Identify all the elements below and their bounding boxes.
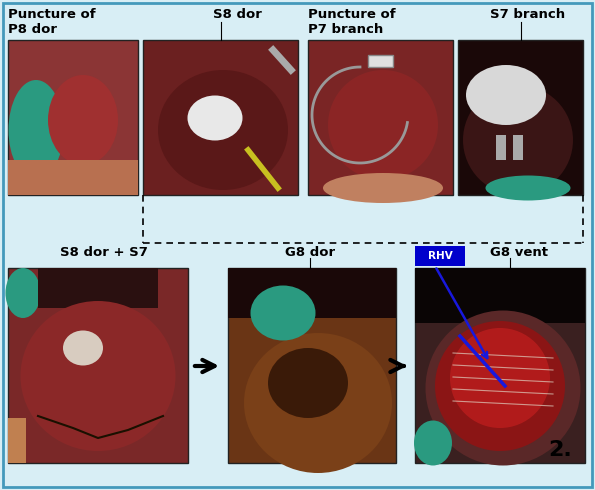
Bar <box>415 246 465 266</box>
Text: G8 dor: G8 dor <box>285 246 335 259</box>
Text: S8 dor + S7: S8 dor + S7 <box>60 246 148 259</box>
Bar <box>8 160 138 195</box>
Text: RHV: RHV <box>428 251 452 261</box>
Bar <box>496 135 506 160</box>
Bar <box>415 268 585 323</box>
Bar <box>8 418 26 463</box>
Bar <box>228 268 396 318</box>
Text: S7 branch: S7 branch <box>490 8 565 21</box>
Ellipse shape <box>425 311 581 466</box>
Bar <box>8 268 188 463</box>
Bar <box>143 40 298 195</box>
Ellipse shape <box>244 333 392 473</box>
Bar <box>8 40 138 195</box>
Bar <box>228 268 396 463</box>
Text: Puncture of
P8 dor: Puncture of P8 dor <box>8 8 96 36</box>
Text: S8 dor: S8 dor <box>213 8 262 21</box>
Bar <box>415 268 585 463</box>
Ellipse shape <box>48 75 118 165</box>
Ellipse shape <box>250 286 315 341</box>
Text: 2.: 2. <box>548 440 572 460</box>
Ellipse shape <box>8 80 64 180</box>
Bar <box>38 268 158 308</box>
Bar <box>368 55 393 67</box>
Ellipse shape <box>450 328 550 428</box>
Ellipse shape <box>63 330 103 366</box>
Ellipse shape <box>268 348 348 418</box>
Text: Puncture of
P7 branch: Puncture of P7 branch <box>308 8 396 36</box>
Ellipse shape <box>435 321 565 451</box>
Ellipse shape <box>158 70 288 190</box>
Ellipse shape <box>5 268 40 318</box>
Bar <box>308 40 453 195</box>
Bar <box>513 135 523 160</box>
Ellipse shape <box>328 70 438 180</box>
Ellipse shape <box>187 96 243 141</box>
Ellipse shape <box>466 65 546 125</box>
Ellipse shape <box>463 85 573 195</box>
Bar <box>458 40 583 195</box>
Ellipse shape <box>20 301 176 451</box>
Ellipse shape <box>414 420 452 466</box>
Text: G8 vent: G8 vent <box>490 246 548 259</box>
Ellipse shape <box>323 173 443 203</box>
Ellipse shape <box>486 175 571 200</box>
